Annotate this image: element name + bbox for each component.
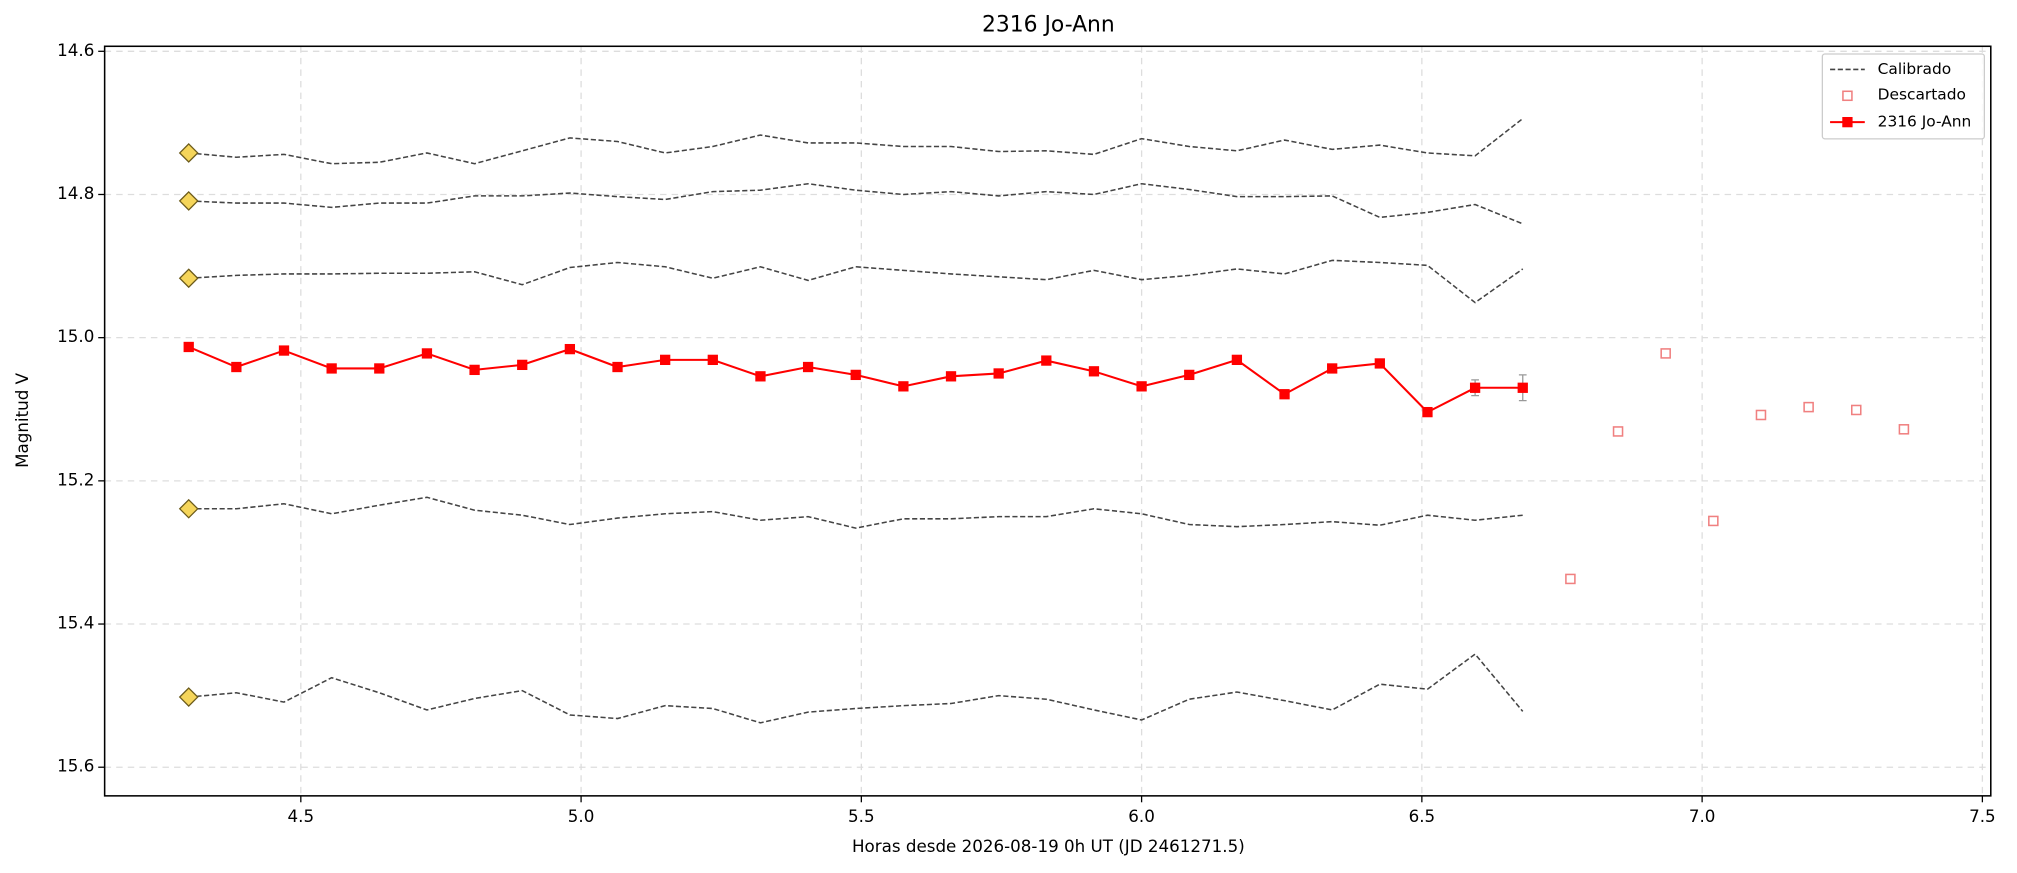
object-point [1231, 354, 1243, 366]
calibrated-line [188, 259, 1524, 304]
calibrated-line [188, 496, 1523, 529]
discarded-point [1660, 348, 1671, 359]
object-point [1374, 358, 1385, 369]
object-point [1136, 381, 1147, 392]
y-tick-label: 14.6 [57, 40, 94, 60]
y-tick-label: 15.4 [57, 613, 94, 633]
object-point [660, 354, 671, 366]
y-axis-label: Magnitud V [12, 372, 32, 468]
grid [104, 46, 1991, 796]
x-axis-label: Horas desde 2026-08-19 0h UT (JD 2461271… [852, 836, 1245, 856]
x-tick-label: 5.5 [848, 806, 875, 826]
y-tick-label: 15.6 [57, 756, 94, 776]
x-tick-label: 6.0 [1128, 806, 1155, 826]
calibrated-line [188, 653, 1524, 724]
y-tick-label: 15.2 [57, 469, 94, 489]
plot-area [178, 117, 1910, 724]
x-tick-label: 4.5 [288, 806, 315, 826]
object-point [1041, 355, 1052, 366]
discarded-point [1803, 401, 1814, 413]
object-point [1184, 369, 1195, 381]
object-point [850, 369, 861, 381]
calibrated-line [188, 117, 1524, 165]
discarded-point [1755, 409, 1767, 421]
object-point [1422, 406, 1433, 418]
object-point [1469, 382, 1481, 393]
object-point [707, 354, 718, 366]
discarded-point [1898, 424, 1910, 435]
reference-marker [178, 498, 199, 519]
object-point [1327, 363, 1338, 374]
legend-swatch [1842, 117, 1853, 128]
object-point [1088, 366, 1100, 377]
object-point [1517, 382, 1528, 393]
x-tick-label: 7.5 [1969, 806, 1996, 826]
legend-label: Calibrado [1878, 60, 1952, 78]
legend: Calibrado Descartado 2316 Jo-Ann [1821, 53, 1985, 140]
axes: 4.5 5.0 5.5 6.0 6.5 7.0 7.5 14.6 14.8 15.0 15.2 15.… [57, 40, 1996, 826]
reference-marker [178, 687, 199, 707]
object-point [755, 371, 766, 382]
x-tick-label: 6.5 [1409, 806, 1436, 826]
legend-swatch [1842, 90, 1853, 102]
y-tick-label: 14.8 [57, 183, 94, 203]
object-point [421, 348, 433, 359]
reference-marker [178, 191, 199, 211]
object-point [183, 341, 194, 353]
object-point [469, 364, 480, 376]
object-point [612, 361, 623, 373]
chart-title: 2316 Jo-Ann [982, 13, 1115, 38]
object-point [374, 363, 385, 374]
legend-label: Descartado [1878, 86, 1966, 104]
discarded-point [1612, 426, 1624, 437]
object-point [517, 359, 528, 371]
y-tick-label: 15.0 [57, 326, 94, 346]
legend-box [1821, 53, 1985, 140]
reference-marker [178, 268, 199, 289]
object-point [231, 361, 242, 373]
discarded-point [1850, 404, 1862, 416]
axes-frame [103, 45, 1992, 797]
object-point [564, 343, 576, 355]
object-point [802, 361, 814, 373]
legend-label: 2316 Jo-Ann [1878, 113, 1972, 131]
object-point [1279, 389, 1290, 400]
object-point [278, 345, 290, 356]
discarded-point [1565, 573, 1576, 585]
object-point [898, 381, 909, 392]
object-point [993, 368, 1004, 379]
x-tick-label: 5.0 [568, 806, 595, 826]
reference-marker [178, 143, 199, 163]
object-point [945, 371, 957, 382]
discarded-point [1708, 515, 1719, 527]
x-tick-label: 7.0 [1689, 806, 1716, 826]
object-point [326, 363, 337, 374]
calibrated-line [188, 182, 1524, 225]
